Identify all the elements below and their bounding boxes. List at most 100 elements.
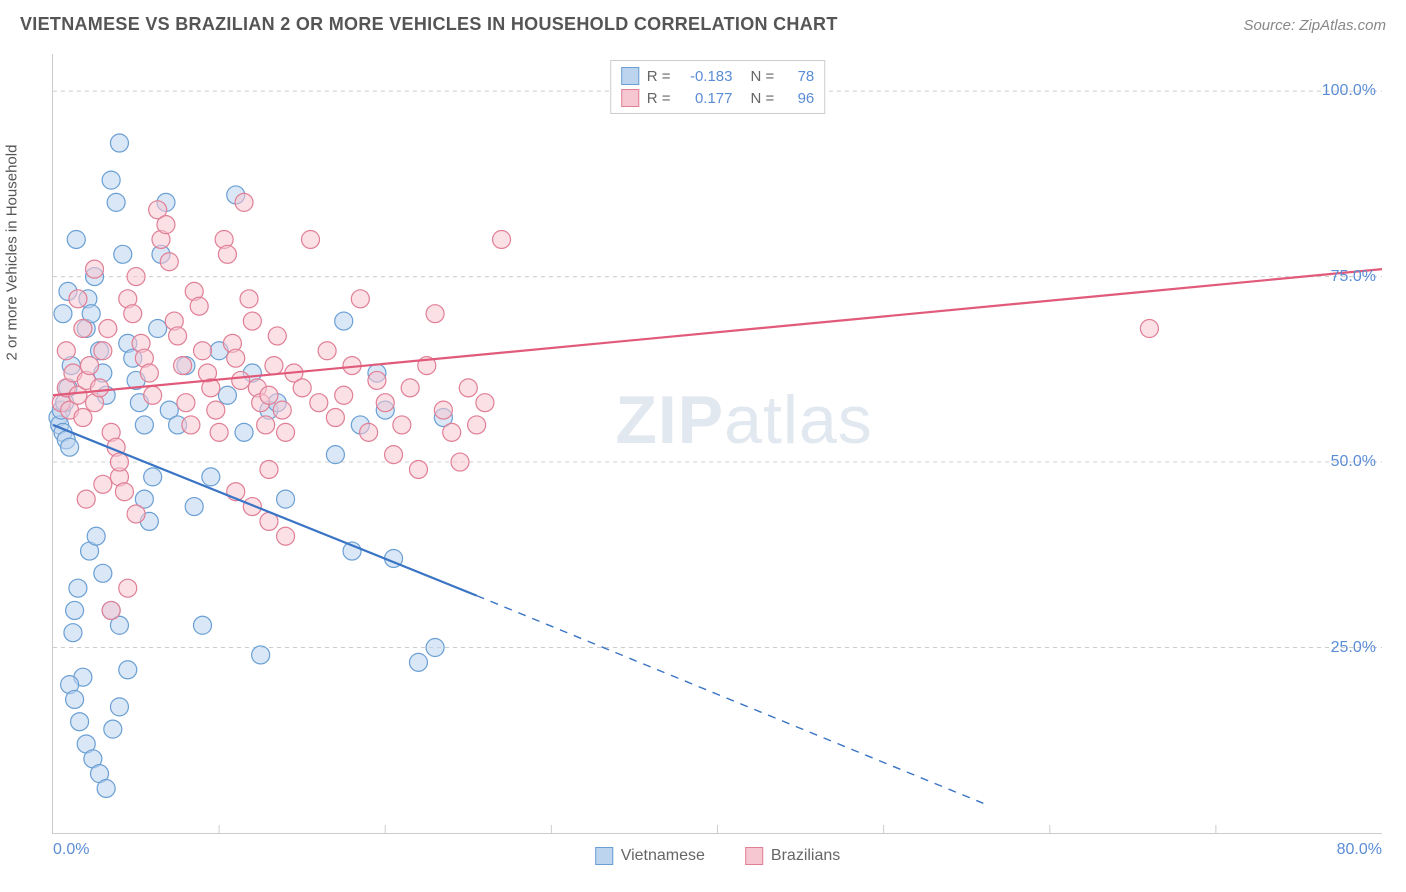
legend-label: Vietnamese (621, 847, 705, 865)
data-point (110, 134, 128, 152)
data-point (104, 720, 122, 738)
trend-line-extrapolated (477, 596, 984, 804)
data-point (91, 379, 109, 397)
data-point (144, 468, 162, 486)
data-point (115, 483, 133, 501)
data-point (252, 646, 270, 664)
legend-n-label: N = (751, 90, 775, 107)
data-point (240, 290, 258, 308)
data-point (207, 401, 225, 419)
data-point (260, 460, 278, 478)
legend-n-value: 96 (784, 90, 814, 107)
data-point (426, 305, 444, 323)
data-point (351, 290, 369, 308)
data-point (97, 779, 115, 797)
data-point (124, 305, 142, 323)
data-point (277, 527, 295, 545)
data-point (107, 193, 125, 211)
data-point (243, 498, 261, 516)
trend-line (53, 425, 477, 596)
legend-row: R =0.177N =96 (621, 87, 815, 109)
data-point (135, 416, 153, 434)
data-point (99, 320, 117, 338)
data-point (54, 305, 72, 323)
x-max-label: 80.0% (1337, 841, 1382, 859)
data-point (468, 416, 486, 434)
data-point (110, 453, 128, 471)
data-point (69, 579, 87, 597)
data-point (443, 423, 461, 441)
data-point (243, 312, 261, 330)
data-point (385, 446, 403, 464)
data-point (326, 446, 344, 464)
legend-swatch (621, 89, 639, 107)
data-point (1140, 320, 1158, 338)
data-point (277, 423, 295, 441)
data-point (310, 394, 328, 412)
data-point (227, 349, 245, 367)
data-point (232, 371, 250, 389)
data-point (110, 698, 128, 716)
data-point (257, 416, 275, 434)
chart-title: VIETNAMESE VS BRAZILIAN 2 OR MORE VEHICL… (20, 14, 838, 35)
data-point (144, 386, 162, 404)
legend-swatch (595, 847, 613, 865)
legend-label: Brazilians (771, 847, 840, 865)
data-point (86, 260, 104, 278)
data-point (74, 320, 92, 338)
trend-line (53, 269, 1382, 395)
data-point (218, 386, 236, 404)
data-point (94, 342, 112, 360)
data-point (64, 624, 82, 642)
data-point (67, 230, 85, 248)
data-point (459, 379, 477, 397)
data-point (182, 416, 200, 434)
data-point (277, 490, 295, 508)
chart-container: 2 or more Vehicles in Household ZIPatlas… (16, 50, 1390, 870)
data-point (71, 713, 89, 731)
legend-n-label: N = (751, 68, 775, 85)
data-point (273, 401, 291, 419)
legend-swatch (745, 847, 763, 865)
data-point (149, 320, 167, 338)
data-point (119, 579, 137, 597)
legend-r-value: -0.183 (681, 68, 733, 85)
data-point (87, 527, 105, 545)
x-min-label: 0.0% (53, 841, 89, 859)
data-point (66, 601, 84, 619)
data-point (235, 193, 253, 211)
legend-row: R =-0.183N =78 (621, 65, 815, 87)
data-point (451, 453, 469, 471)
data-point (194, 342, 212, 360)
data-point (190, 297, 208, 315)
data-point (160, 253, 178, 271)
data-point (114, 245, 132, 263)
data-point (318, 342, 336, 360)
data-point (127, 505, 145, 523)
data-point (185, 498, 203, 516)
data-point (69, 290, 87, 308)
data-point (81, 357, 99, 375)
data-point (94, 564, 112, 582)
data-point (326, 409, 344, 427)
data-point (66, 690, 84, 708)
series-legend: Vietnamese Brazilians (595, 847, 841, 865)
y-tick-label: 100.0% (1322, 82, 1376, 100)
data-point (127, 268, 145, 286)
data-point (94, 475, 112, 493)
data-point (74, 409, 92, 427)
data-point (409, 460, 427, 478)
data-point (177, 394, 195, 412)
data-point (335, 312, 353, 330)
data-point (77, 490, 95, 508)
y-tick-label: 50.0% (1331, 453, 1376, 471)
plot-area: ZIPatlas R =-0.183N =78R =0.177N =96 Vie… (52, 54, 1382, 834)
data-point (360, 423, 378, 441)
data-point (393, 416, 411, 434)
chart-svg (53, 54, 1382, 833)
data-point (409, 653, 427, 671)
data-point (268, 327, 286, 345)
legend-item: Brazilians (745, 847, 840, 865)
data-point (476, 394, 494, 412)
data-point (202, 468, 220, 486)
